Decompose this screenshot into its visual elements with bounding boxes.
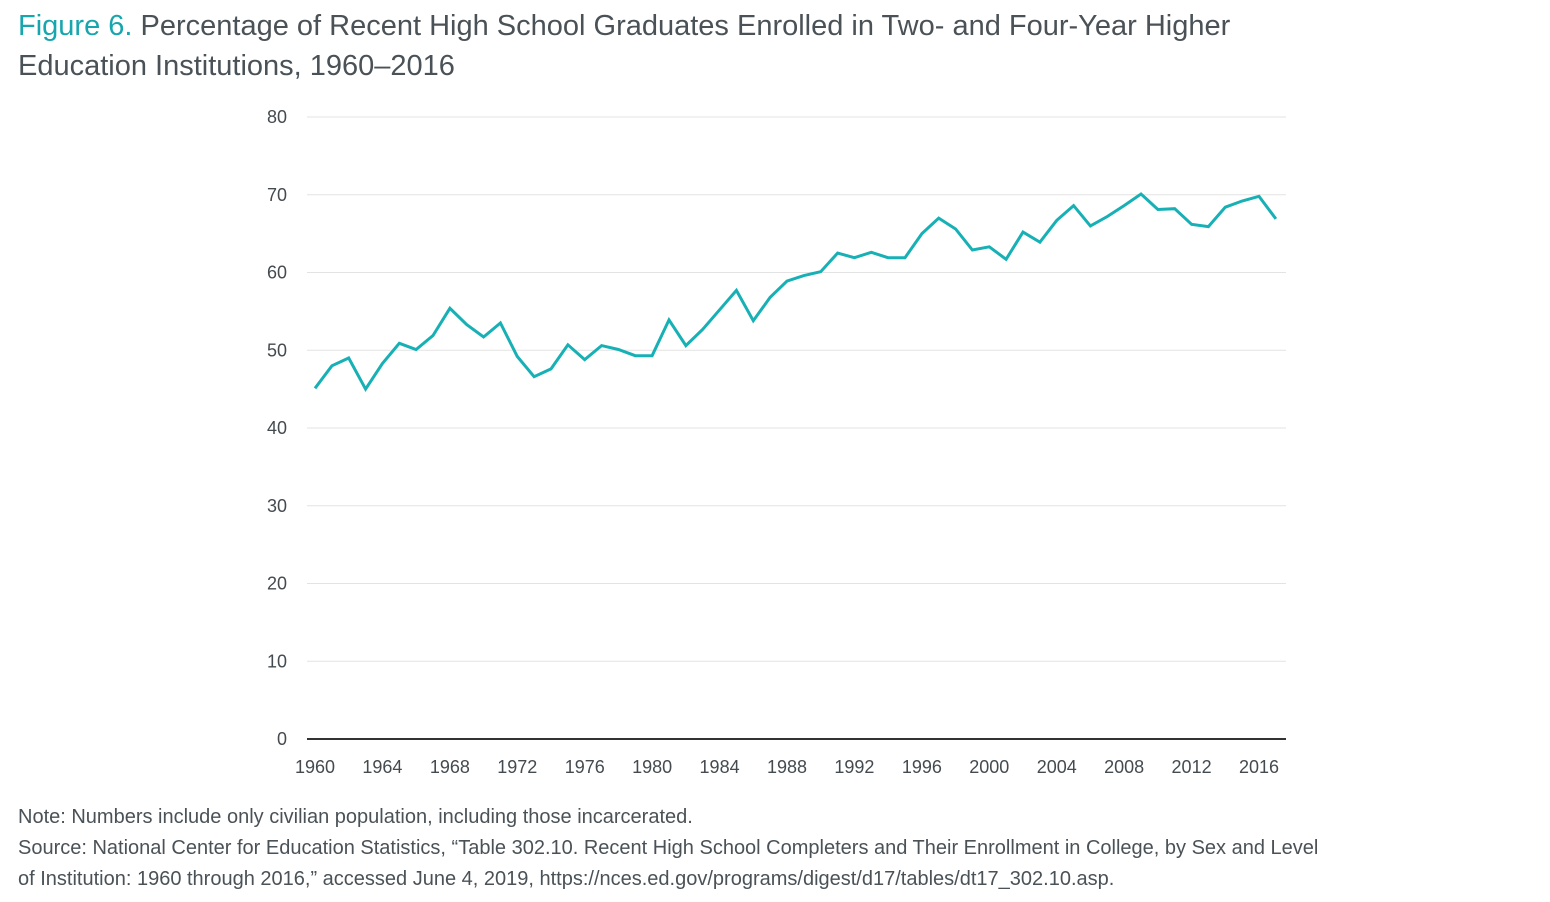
chart-title: Figure 6. Percentage of Recent High Scho… (18, 6, 1528, 86)
x-tick-label: 2004 (1037, 757, 1077, 777)
x-tick-label: 1960 (295, 757, 335, 777)
x-tick-label: 1992 (834, 757, 874, 777)
x-tick-label: 2000 (969, 757, 1009, 777)
x-tick-label: 2016 (1239, 757, 1279, 777)
y-tick-label: 30 (267, 496, 287, 516)
chart-notes: Note: Numbers include only civilian popu… (18, 802, 1543, 895)
y-tick-label: 20 (267, 574, 287, 594)
x-tick-label: 1972 (497, 757, 537, 777)
x-tick-label: 1988 (767, 757, 807, 777)
y-tick-label: 60 (267, 263, 287, 283)
x-tick-label: 1968 (430, 757, 470, 777)
y-tick-label: 10 (267, 651, 287, 671)
title-line-2: Education Institutions, 1960–2016 (18, 50, 455, 82)
note-text: Note: Numbers include only civilian popu… (18, 806, 693, 828)
source-text-line-2: of Institution: 1960 through 2016,” acce… (18, 868, 1115, 890)
x-axis-ticks: 1960 1964 1968 1972 1976 1980 1984 1988 1992 1996… (295, 757, 1279, 777)
series-line-0 (313, 192, 1278, 393)
x-tick-label: 1996 (902, 757, 942, 777)
y-tick-label: 40 (267, 418, 287, 438)
x-tick-label: 1980 (632, 757, 672, 777)
y-tick-label: 50 (267, 340, 287, 360)
source-text-line-1: Source: National Center for Education St… (18, 837, 1319, 859)
y-axis-ticks: 0 10 20 30 40 50 60 70 80 (267, 107, 287, 749)
x-tick-label: 1984 (700, 757, 740, 777)
y-tick-label: 0 (277, 729, 287, 749)
y-tick-label: 70 (267, 185, 287, 205)
x-tick-label: 1976 (565, 757, 605, 777)
title-line-1: Percentage of Recent High School Graduat… (132, 10, 1231, 42)
figure-label: Figure 6. (18, 10, 133, 42)
x-tick-label: 1964 (362, 757, 402, 777)
x-tick-label: 2012 (1172, 757, 1212, 777)
gridlines (307, 116, 1286, 662)
x-tick-label: 2008 (1104, 757, 1144, 777)
series-group (313, 192, 1278, 393)
y-tick-label: 80 (267, 107, 287, 127)
